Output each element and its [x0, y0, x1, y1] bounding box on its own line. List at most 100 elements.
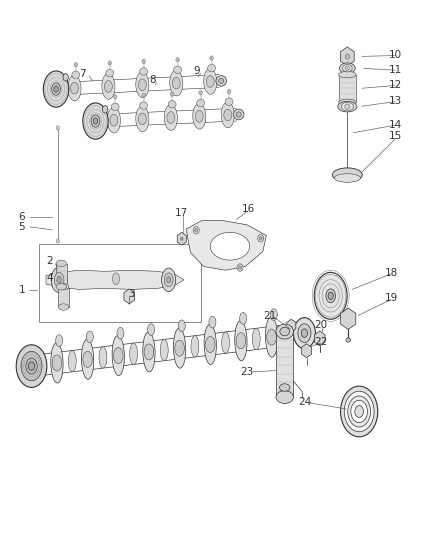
Ellipse shape [130, 343, 138, 365]
Ellipse shape [83, 103, 108, 139]
Ellipse shape [328, 292, 333, 300]
Ellipse shape [105, 80, 112, 92]
Ellipse shape [195, 228, 198, 232]
Ellipse shape [216, 76, 226, 86]
Bar [39, 244, 201, 322]
Ellipse shape [83, 351, 92, 367]
Ellipse shape [160, 340, 168, 361]
Ellipse shape [54, 86, 58, 92]
Text: 21: 21 [263, 311, 276, 320]
Ellipse shape [351, 400, 367, 423]
Ellipse shape [71, 82, 78, 94]
Ellipse shape [21, 351, 42, 381]
Ellipse shape [111, 103, 119, 111]
Ellipse shape [326, 289, 336, 303]
Ellipse shape [222, 332, 230, 353]
Ellipse shape [298, 324, 311, 342]
Ellipse shape [193, 227, 199, 234]
Ellipse shape [345, 104, 350, 109]
Text: 4: 4 [46, 273, 53, 283]
Ellipse shape [117, 327, 124, 339]
Ellipse shape [180, 237, 183, 240]
Ellipse shape [140, 68, 148, 75]
Ellipse shape [206, 76, 214, 87]
Ellipse shape [259, 237, 262, 240]
Ellipse shape [144, 344, 154, 360]
Ellipse shape [113, 273, 120, 285]
Ellipse shape [346, 338, 350, 342]
Text: 7: 7 [79, 69, 85, 78]
Ellipse shape [195, 110, 203, 122]
Text: 10: 10 [389, 51, 402, 60]
Ellipse shape [341, 102, 353, 111]
Text: 5: 5 [18, 222, 25, 231]
Ellipse shape [175, 340, 184, 356]
Ellipse shape [91, 115, 100, 127]
Ellipse shape [56, 335, 63, 346]
Ellipse shape [58, 304, 69, 310]
Ellipse shape [136, 72, 149, 98]
Ellipse shape [162, 268, 176, 292]
Ellipse shape [56, 239, 60, 243]
Text: 22: 22 [314, 337, 328, 347]
Ellipse shape [178, 320, 185, 332]
Ellipse shape [63, 74, 68, 81]
Ellipse shape [236, 112, 241, 117]
Ellipse shape [348, 396, 371, 427]
Ellipse shape [173, 328, 186, 368]
Ellipse shape [233, 109, 244, 120]
Ellipse shape [164, 273, 173, 287]
Text: 20: 20 [314, 320, 328, 330]
Ellipse shape [334, 174, 360, 182]
Ellipse shape [270, 309, 277, 320]
Text: 1: 1 [18, 286, 25, 295]
Text: 19: 19 [385, 294, 398, 303]
Ellipse shape [344, 391, 374, 432]
Ellipse shape [343, 64, 352, 72]
Text: 17: 17 [174, 208, 187, 218]
Ellipse shape [81, 340, 94, 379]
Polygon shape [340, 47, 354, 66]
Ellipse shape [258, 235, 264, 242]
Ellipse shape [340, 386, 378, 437]
Ellipse shape [225, 98, 233, 106]
Text: 9: 9 [194, 67, 200, 76]
Ellipse shape [339, 71, 356, 78]
Ellipse shape [193, 103, 206, 129]
Polygon shape [124, 289, 134, 304]
Ellipse shape [209, 316, 216, 328]
Ellipse shape [74, 62, 78, 67]
Ellipse shape [113, 95, 117, 99]
Ellipse shape [314, 272, 347, 319]
Ellipse shape [210, 56, 213, 60]
Ellipse shape [54, 272, 64, 287]
Ellipse shape [276, 324, 293, 339]
Ellipse shape [106, 69, 114, 77]
Ellipse shape [199, 91, 202, 95]
Ellipse shape [102, 74, 115, 99]
Ellipse shape [52, 83, 60, 95]
Ellipse shape [276, 391, 293, 403]
Ellipse shape [164, 105, 177, 131]
Ellipse shape [204, 69, 217, 94]
Ellipse shape [345, 54, 350, 59]
Ellipse shape [140, 102, 148, 109]
Ellipse shape [339, 99, 356, 106]
Ellipse shape [110, 115, 118, 126]
Ellipse shape [102, 106, 108, 113]
Polygon shape [46, 270, 184, 289]
Ellipse shape [345, 66, 350, 70]
Ellipse shape [112, 336, 124, 376]
Ellipse shape [56, 126, 60, 130]
Ellipse shape [210, 232, 250, 260]
Ellipse shape [191, 336, 199, 357]
Ellipse shape [136, 106, 149, 132]
Ellipse shape [168, 101, 176, 108]
Ellipse shape [240, 312, 247, 324]
Polygon shape [287, 319, 296, 332]
Ellipse shape [170, 70, 183, 96]
Ellipse shape [148, 324, 155, 335]
Bar [276, 332, 293, 397]
Ellipse shape [56, 284, 67, 290]
Ellipse shape [279, 384, 290, 391]
